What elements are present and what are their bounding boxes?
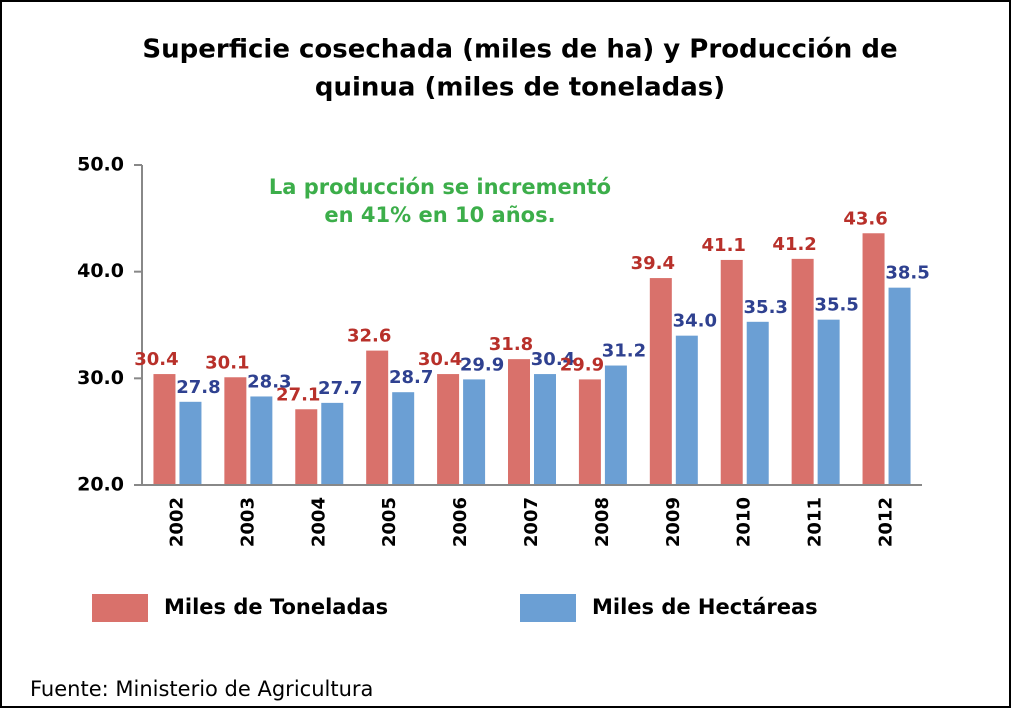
bar <box>862 233 885 485</box>
x-tick-label: 2012 <box>876 497 897 547</box>
bar <box>250 396 273 485</box>
x-tick-label: 2006 <box>450 497 471 547</box>
data-label: 41.2 <box>772 234 816 255</box>
y-tick-label: 20.0 <box>77 474 124 496</box>
data-label: 30.4 <box>134 349 178 370</box>
legend-label: Miles de Hectáreas <box>592 595 818 619</box>
bar <box>534 374 556 485</box>
bar <box>392 392 415 485</box>
x-tick-label: 2005 <box>379 497 400 547</box>
x-tick-label: 2002 <box>166 497 187 547</box>
bar <box>817 319 840 485</box>
bar <box>791 258 814 485</box>
bar <box>437 374 460 485</box>
data-label: 30.1 <box>205 352 249 373</box>
data-label: 30.4 <box>418 349 462 370</box>
bar <box>366 350 389 485</box>
bar <box>295 409 318 485</box>
x-tick-label: 2007 <box>521 497 542 547</box>
y-tick-label: 40.0 <box>77 260 124 282</box>
annotation: en 41% en 10 años. <box>324 203 555 227</box>
data-label: 28.3 <box>247 371 291 392</box>
y-tick-label: 30.0 <box>77 367 124 389</box>
data-label: 29.9 <box>460 354 504 375</box>
bar <box>179 401 202 485</box>
legend-swatch <box>520 594 576 622</box>
bar <box>888 287 911 485</box>
y-tick-label: 50.0 <box>77 154 124 176</box>
bar <box>604 365 627 485</box>
x-tick-label: 2011 <box>805 497 826 547</box>
data-label: 31.2 <box>602 341 646 362</box>
data-label: 35.5 <box>814 295 858 316</box>
bar <box>153 374 176 485</box>
legend-label: Miles de Toneladas <box>164 595 388 619</box>
data-label: 28.7 <box>389 367 433 388</box>
data-label: 39.4 <box>631 253 675 274</box>
x-tick-label: 2010 <box>734 497 755 547</box>
data-label: 27.8 <box>176 377 220 398</box>
bar <box>224 377 247 485</box>
x-tick-label: 2009 <box>663 497 684 547</box>
bar <box>508 359 530 485</box>
data-label: 38.5 <box>885 263 929 284</box>
data-label: 30.4 <box>531 349 575 370</box>
data-label: 27.7 <box>318 378 362 399</box>
data-label: 31.8 <box>489 334 533 355</box>
x-tick-label: 2008 <box>592 497 613 547</box>
bar <box>578 379 601 485</box>
bar <box>720 259 743 485</box>
data-label: 34.0 <box>673 311 717 332</box>
data-label: 29.9 <box>560 354 604 375</box>
bar <box>649 278 672 485</box>
bar <box>675 335 698 485</box>
x-tick-label: 2004 <box>308 497 329 547</box>
legend-swatch <box>92 594 148 622</box>
bar <box>463 379 486 485</box>
data-label: 35.3 <box>744 297 788 318</box>
chart-title: quinua (miles de toneladas) <box>315 73 725 103</box>
source: Fuente: Ministerio de Agricultura <box>30 677 373 701</box>
annotation: La producción se incrementó <box>269 175 611 199</box>
bar <box>746 321 769 485</box>
data-label: 27.1 <box>276 384 320 405</box>
bar <box>321 402 344 485</box>
data-label: 32.6 <box>347 326 391 347</box>
data-label: 43.6 <box>843 208 887 229</box>
data-label: 41.1 <box>702 235 746 256</box>
x-tick-label: 2003 <box>237 497 258 547</box>
chart-title: Superficie cosechada (miles de ha) y Pro… <box>142 35 897 65</box>
